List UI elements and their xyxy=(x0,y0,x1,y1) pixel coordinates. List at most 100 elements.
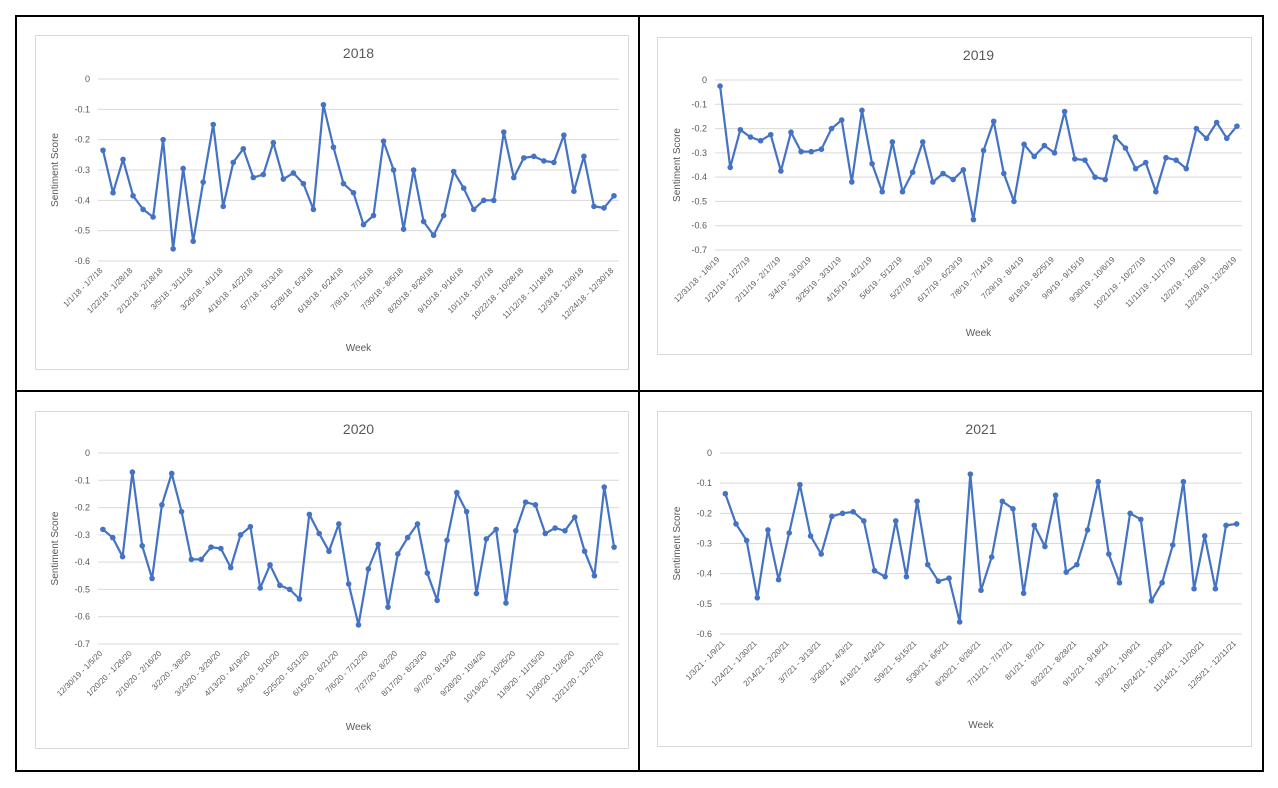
data-point xyxy=(129,469,136,475)
y-tick-label: -0.6 xyxy=(74,256,90,266)
data-point xyxy=(100,147,106,154)
data-point xyxy=(326,548,332,555)
data-point xyxy=(601,205,607,211)
data-point xyxy=(336,521,342,527)
data-point xyxy=(940,170,946,177)
data-point xyxy=(807,533,814,539)
data-point xyxy=(808,148,815,155)
data-point xyxy=(350,189,357,196)
data-point xyxy=(1183,165,1190,172)
data-point xyxy=(1234,123,1240,129)
series-line xyxy=(724,472,1237,623)
y-tick-label: 0 xyxy=(702,75,707,85)
data-point xyxy=(310,206,317,213)
data-point xyxy=(444,537,450,544)
series-line xyxy=(719,85,1238,221)
data-point xyxy=(1021,141,1027,148)
data-point xyxy=(946,575,952,581)
data-point xyxy=(280,176,287,182)
data-point xyxy=(510,174,517,181)
data-point xyxy=(551,159,557,166)
data-point xyxy=(797,481,803,488)
x-tick-label: 12/23/19 - 12/29/19 xyxy=(1183,255,1239,311)
data-point xyxy=(1084,527,1091,533)
x-axis-label: Week xyxy=(346,343,372,354)
y-tick-label: -0.5 xyxy=(74,226,90,236)
data-point xyxy=(360,221,367,228)
data-point xyxy=(1173,157,1179,163)
data-point xyxy=(1071,156,1078,162)
data-point xyxy=(220,203,227,210)
data-point xyxy=(892,518,899,524)
data-point xyxy=(1122,145,1129,151)
data-point xyxy=(140,206,146,213)
data-point xyxy=(208,544,214,550)
data-point xyxy=(743,537,750,544)
chart-title: 2018 xyxy=(343,45,374,61)
data-point xyxy=(420,218,427,225)
data-point xyxy=(1180,478,1187,485)
data-point xyxy=(119,553,126,560)
data-point xyxy=(188,556,195,563)
data-point xyxy=(503,600,509,606)
data-point xyxy=(532,502,539,508)
data-point xyxy=(290,170,297,176)
data-point xyxy=(775,576,782,583)
data-point xyxy=(1052,492,1059,499)
y-tick-label: -0.4 xyxy=(74,557,90,567)
y-tick-label: -0.2 xyxy=(691,124,707,134)
data-point xyxy=(531,153,537,160)
y-tick-label: -0.4 xyxy=(74,195,90,205)
data-point xyxy=(286,586,293,593)
data-point xyxy=(139,542,146,549)
data-point xyxy=(395,551,401,557)
data-point xyxy=(581,548,588,555)
data-point xyxy=(277,582,283,589)
data-point xyxy=(1011,198,1017,205)
data-point xyxy=(110,189,116,196)
y-tick-label: -0.5 xyxy=(691,196,707,206)
data-point xyxy=(980,147,987,154)
x-tick-label: 12/24/18 - 12/30/18 xyxy=(560,266,616,322)
data-point xyxy=(611,544,617,550)
data-point xyxy=(198,556,205,563)
data-point xyxy=(882,573,888,580)
data-point xyxy=(1092,174,1098,180)
data-point xyxy=(839,510,846,517)
y-tick-label: -0.2 xyxy=(696,508,712,518)
data-point xyxy=(722,490,729,497)
data-point xyxy=(733,521,739,527)
chart-svg: 2019 0 -0.1 -0.2 -0.3 -0.4 -0.5 -0.6 -0.7 Sentime… xyxy=(672,47,1242,339)
x-tick-label: 12/21/20 - 12/27/20 xyxy=(550,649,606,705)
data-point xyxy=(370,212,377,219)
data-point xyxy=(1213,119,1220,126)
data-point xyxy=(999,498,1006,505)
data-point xyxy=(330,144,337,151)
y-tick-label: 0 xyxy=(707,448,712,458)
data-point xyxy=(960,167,967,173)
data-point xyxy=(1203,135,1210,142)
data-point xyxy=(1074,561,1080,568)
data-point xyxy=(1159,579,1165,586)
data-point xyxy=(1001,170,1007,177)
data-point xyxy=(150,214,156,220)
data-point xyxy=(250,174,257,181)
data-point xyxy=(869,160,875,167)
data-point xyxy=(434,597,440,604)
data-point xyxy=(1212,585,1219,592)
chart-title: 2021 xyxy=(965,421,996,437)
y-tick-label: -0.7 xyxy=(74,639,90,649)
data-point xyxy=(1106,551,1112,557)
data-point xyxy=(919,139,926,145)
data-point xyxy=(1223,522,1229,529)
y-tick-label: -0.2 xyxy=(74,503,90,513)
y-tick-label: -0.3 xyxy=(74,530,90,540)
data-point xyxy=(786,530,793,536)
x-axis-label: Week xyxy=(968,720,994,731)
data-point xyxy=(1163,154,1169,161)
data-point xyxy=(1153,188,1159,195)
y-tick-label: -0.3 xyxy=(696,539,712,549)
data-point xyxy=(1095,478,1101,485)
data-point xyxy=(552,525,558,531)
data-point xyxy=(257,585,263,591)
